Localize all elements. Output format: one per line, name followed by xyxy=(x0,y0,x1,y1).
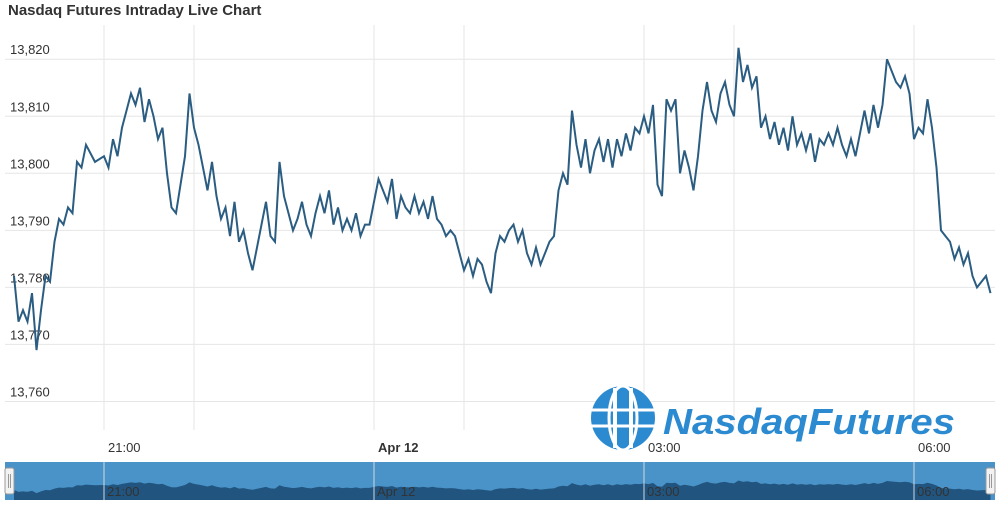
navigator-tick-label: Apr 12 xyxy=(377,484,415,499)
y-tick-label: 13,810 xyxy=(10,99,50,114)
y-tick-label: 13,790 xyxy=(10,213,50,228)
x-axis-labels: 21:00 Apr 12 03:00 06:00 xyxy=(108,440,951,455)
brand-logo-text: NasdaqFutures xyxy=(663,401,955,442)
navigator[interactable]: 21:00 Apr 12 03:00 06:00 xyxy=(4,462,996,500)
grid-lines xyxy=(5,25,995,430)
x-tick-label: 03:00 xyxy=(648,440,681,455)
navigator-grid xyxy=(103,462,915,500)
y-tick-label: 13,820 xyxy=(10,42,50,57)
x-tick-label: Apr 12 xyxy=(378,440,418,455)
navigator-tick-label: 21:00 xyxy=(107,484,140,499)
navigator-series-area xyxy=(14,480,991,500)
price-series-line xyxy=(13,47,992,351)
globe-dollar-icon xyxy=(591,384,655,452)
navigator-right-handle[interactable] xyxy=(985,467,996,495)
x-tick-label: 06:00 xyxy=(918,440,951,455)
navigator-labels: 21:00 Apr 12 03:00 06:00 xyxy=(107,484,950,499)
navigator-tick-label: 03:00 xyxy=(647,484,680,499)
navigator-left-handle[interactable] xyxy=(4,467,15,495)
y-axis-labels: 13,760 13,770 13,780 13,790 13,800 13,810 13,8… xyxy=(10,42,50,399)
brand-logo: NasdaqFutures xyxy=(591,384,955,452)
x-tick-label: 21:00 xyxy=(108,440,141,455)
chart-title: Nasdaq Futures Intraday Live Chart xyxy=(8,2,262,19)
navigator-tick-label: 06:00 xyxy=(917,484,950,499)
y-tick-label: 13,800 xyxy=(10,156,50,171)
y-tick-label: 13,760 xyxy=(10,384,50,399)
y-tick-label: 13,770 xyxy=(10,327,50,342)
y-tick-label: 13,780 xyxy=(10,270,50,285)
